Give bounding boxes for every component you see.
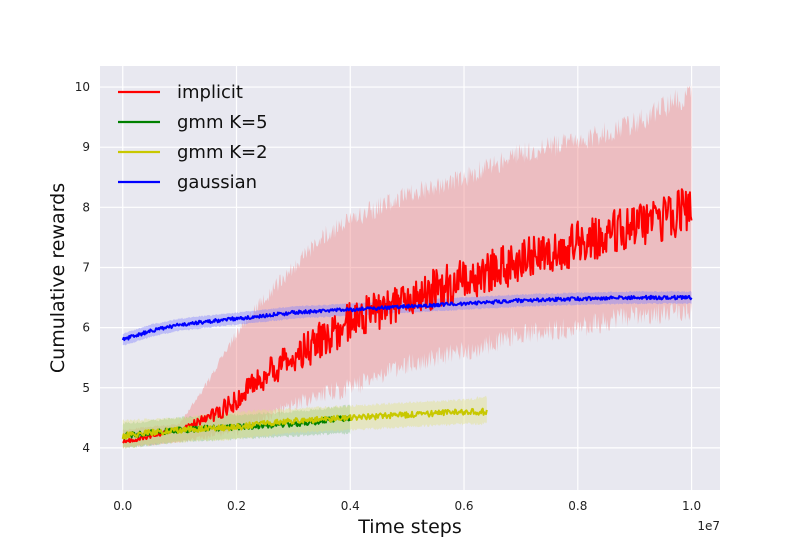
legend-label-gmm-k-2: gmm K=2 bbox=[177, 142, 268, 163]
legend-label-gaussian: gaussian bbox=[177, 172, 257, 193]
x-axis-offset-label: 1e7 bbox=[697, 519, 720, 533]
x-tick-label: 0.0 bbox=[113, 499, 132, 513]
y-tick-label: 9 bbox=[82, 140, 90, 154]
legend: implicit gmm K=5 gmm K=2 gaussian bbox=[118, 82, 268, 193]
x-tick-label: 0.6 bbox=[454, 499, 473, 513]
y-tick-label: 5 bbox=[82, 381, 90, 395]
y-tick-label: 6 bbox=[82, 321, 90, 335]
y-tick-label: 10 bbox=[75, 80, 90, 94]
y-axis-label: Cumulative rewards bbox=[47, 183, 69, 373]
series-line-implicit bbox=[122, 188, 693, 444]
x-tick-label: 0.8 bbox=[568, 499, 587, 513]
legend-label-implicit: implicit bbox=[177, 82, 243, 103]
grid-lines bbox=[100, 66, 720, 490]
tick-labels: 0.0 0.2 0.4 0.6 0.8 1.0 4 5 6 7 8 9 10 bbox=[75, 80, 701, 513]
x-tick-label: 0.2 bbox=[227, 499, 246, 513]
y-tick-label: 4 bbox=[82, 441, 90, 455]
x-tick-label: 0.4 bbox=[341, 499, 360, 513]
series-line-gaussian bbox=[121, 294, 693, 342]
confidence-band-gaussian bbox=[122, 290, 692, 346]
series-line-gmm-k-2 bbox=[121, 407, 488, 440]
series-lines bbox=[121, 188, 693, 444]
confidence-band-implicit bbox=[122, 83, 692, 449]
y-tick-label: 8 bbox=[82, 200, 90, 214]
x-tick-label: 1.0 bbox=[682, 499, 701, 513]
legend-label-gmm-k-5: gmm K=5 bbox=[177, 112, 268, 133]
y-tick-label: 7 bbox=[82, 260, 90, 274]
x-axis-label: Time steps bbox=[357, 516, 462, 538]
